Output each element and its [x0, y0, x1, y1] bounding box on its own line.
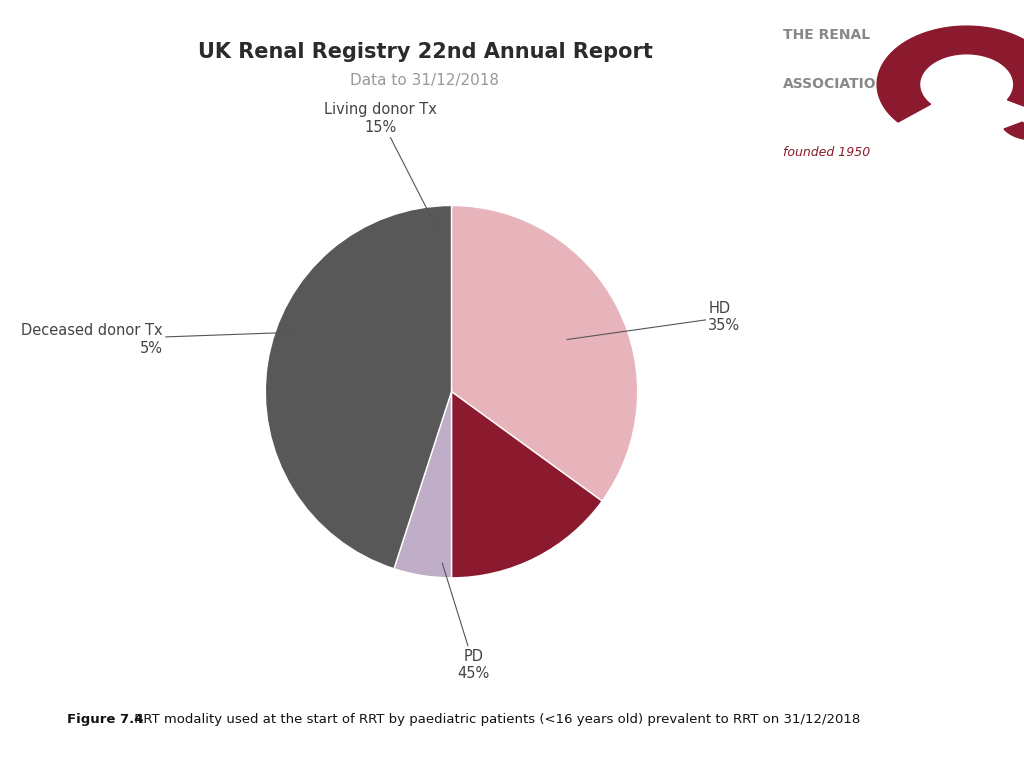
Text: Figure 7.4: Figure 7.4 [67, 713, 143, 726]
Text: HD
35%: HD 35% [567, 301, 740, 339]
Polygon shape [1005, 122, 1024, 140]
Text: ASSOCIATION: ASSOCIATION [783, 77, 888, 91]
Text: UK Renal Registry 22nd Annual Report: UK Renal Registry 22nd Annual Report [198, 42, 652, 62]
Text: RRT modality used at the start of RRT by paediatric patients (<16 years old) pre: RRT modality used at the start of RRT by… [130, 713, 860, 726]
Text: Data to 31/12/2018: Data to 31/12/2018 [350, 73, 500, 88]
Wedge shape [452, 392, 602, 578]
Polygon shape [878, 26, 1024, 122]
Text: Living donor Tx
15%: Living donor Tx 15% [325, 102, 437, 228]
Wedge shape [452, 206, 638, 501]
Text: founded 1950: founded 1950 [783, 146, 870, 159]
Text: THE RENAL: THE RENAL [783, 28, 870, 41]
Text: Deceased donor Tx
5%: Deceased donor Tx 5% [22, 323, 299, 356]
Text: PD
45%: PD 45% [442, 563, 489, 681]
Wedge shape [265, 206, 452, 569]
Wedge shape [394, 392, 452, 578]
